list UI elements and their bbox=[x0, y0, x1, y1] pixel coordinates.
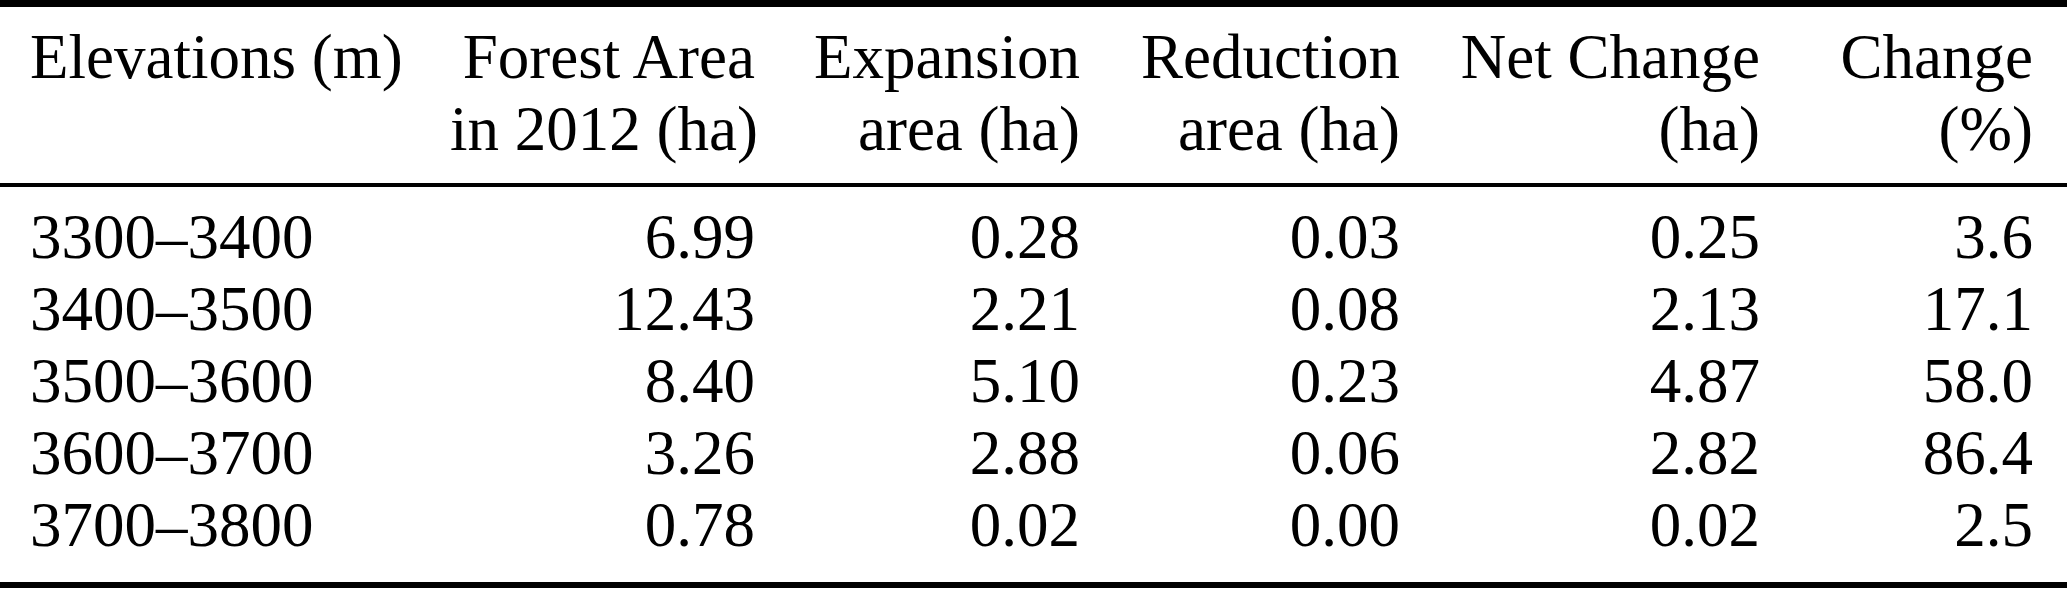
cell-change-percent: 2.5 bbox=[1760, 489, 2067, 585]
cell-net-change: 2.13 bbox=[1400, 273, 1760, 345]
col-header-elevations: Elevations (m) bbox=[0, 4, 450, 186]
cell-net-change: 0.25 bbox=[1400, 185, 1760, 273]
col-header-reduction-area: Reduction area (ha) bbox=[1080, 4, 1400, 186]
col-header-line2: area (ha) bbox=[1080, 93, 1400, 165]
cell-reduction-area: 0.00 bbox=[1080, 489, 1400, 585]
cell-expansion-area: 2.88 bbox=[755, 417, 1080, 489]
col-header-line2: area (ha) bbox=[755, 93, 1080, 165]
cell-net-change: 4.87 bbox=[1400, 345, 1760, 417]
cell-change-percent: 3.6 bbox=[1760, 185, 2067, 273]
col-header-line1: Expansion bbox=[755, 21, 1080, 93]
cell-change-percent: 58.0 bbox=[1760, 345, 2067, 417]
col-header-line1: Net Change bbox=[1400, 21, 1760, 93]
cell-reduction-area: 0.08 bbox=[1080, 273, 1400, 345]
cell-reduction-area: 0.03 bbox=[1080, 185, 1400, 273]
col-header-line2: in 2012 (ha) bbox=[450, 93, 755, 165]
cell-elevation-range: 3400–3500 bbox=[0, 273, 450, 345]
col-header-expansion-area: Expansion area (ha) bbox=[755, 4, 1080, 186]
table-header: Elevations (m) Forest Area in 2012 (ha) … bbox=[0, 4, 2067, 186]
table-row: 3700–3800 0.78 0.02 0.00 0.02 2.5 bbox=[0, 489, 2067, 585]
cell-forest-area: 6.99 bbox=[450, 185, 755, 273]
cell-reduction-area: 0.06 bbox=[1080, 417, 1400, 489]
col-header-forest-area-2012: Forest Area in 2012 (ha) bbox=[450, 4, 755, 186]
cell-change-percent: 17.1 bbox=[1760, 273, 2067, 345]
elevation-forest-change-table: Elevations (m) Forest Area in 2012 (ha) … bbox=[0, 0, 2067, 588]
cell-expansion-area: 5.10 bbox=[755, 345, 1080, 417]
cell-elevation-range: 3300–3400 bbox=[0, 185, 450, 273]
col-header-line2: (%) bbox=[1760, 93, 2033, 165]
table-row: 3500–3600 8.40 5.10 0.23 4.87 58.0 bbox=[0, 345, 2067, 417]
cell-forest-area: 12.43 bbox=[450, 273, 755, 345]
table-row: 3300–3400 6.99 0.28 0.03 0.25 3.6 bbox=[0, 185, 2067, 273]
cell-elevation-range: 3600–3700 bbox=[0, 417, 450, 489]
table-row: 3600–3700 3.26 2.88 0.06 2.82 86.4 bbox=[0, 417, 2067, 489]
table-row: 3400–3500 12.43 2.21 0.08 2.13 17.1 bbox=[0, 273, 2067, 345]
col-header-line1: Change bbox=[1760, 21, 2033, 93]
cell-elevation-range: 3500–3600 bbox=[0, 345, 450, 417]
col-header-line1: Reduction bbox=[1080, 21, 1400, 93]
cell-forest-area: 3.26 bbox=[450, 417, 755, 489]
col-header-net-change: Net Change (ha) bbox=[1400, 4, 1760, 186]
cell-forest-area: 8.40 bbox=[450, 345, 755, 417]
cell-change-percent: 86.4 bbox=[1760, 417, 2067, 489]
header-row: Elevations (m) Forest Area in 2012 (ha) … bbox=[0, 4, 2067, 186]
cell-elevation-range: 3700–3800 bbox=[0, 489, 450, 585]
cell-forest-area: 0.78 bbox=[450, 489, 755, 585]
col-header-line1: Forest Area bbox=[450, 21, 755, 93]
table-body: 3300–3400 6.99 0.28 0.03 0.25 3.6 3400–3… bbox=[0, 185, 2067, 585]
cell-net-change: 0.02 bbox=[1400, 489, 1760, 585]
col-header-line2: (ha) bbox=[1400, 93, 1760, 165]
cell-expansion-area: 2.21 bbox=[755, 273, 1080, 345]
cell-expansion-area: 0.02 bbox=[755, 489, 1080, 585]
cell-expansion-area: 0.28 bbox=[755, 185, 1080, 273]
col-header-line1: Elevations (m) bbox=[30, 21, 450, 93]
cell-reduction-area: 0.23 bbox=[1080, 345, 1400, 417]
col-header-change-percent: Change (%) bbox=[1760, 4, 2067, 186]
cell-net-change: 2.82 bbox=[1400, 417, 1760, 489]
